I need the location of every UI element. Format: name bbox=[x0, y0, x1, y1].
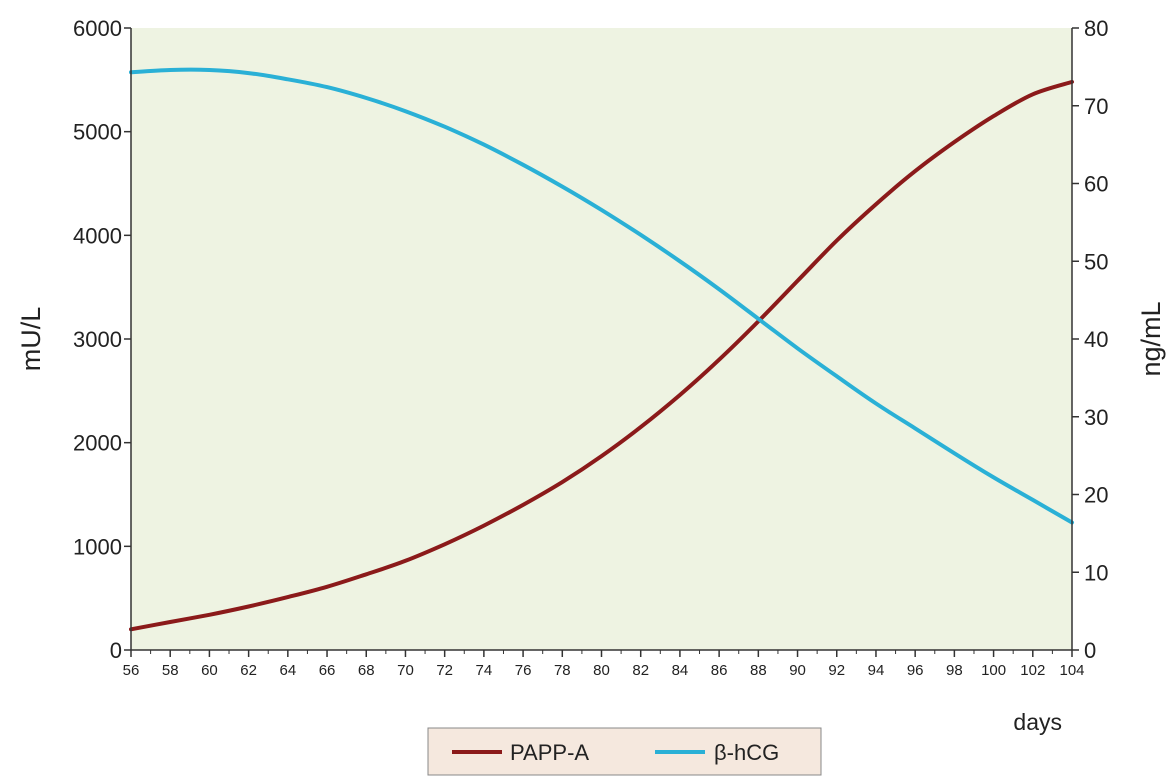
legend-label-papp-a: PAPP-A bbox=[510, 740, 589, 765]
x-tick-label: 90 bbox=[789, 662, 806, 679]
plot-area bbox=[131, 28, 1072, 650]
x-tick-label: 100 bbox=[981, 662, 1006, 679]
y-right-tick-label: 70 bbox=[1084, 94, 1108, 119]
y-right-tick-label: 40 bbox=[1084, 327, 1108, 352]
y-right-tick-label: 10 bbox=[1084, 560, 1108, 585]
x-tick-label: 102 bbox=[1020, 662, 1045, 679]
y-axis-left-title: mU/L bbox=[16, 307, 46, 372]
y-right-tick-label: 50 bbox=[1084, 249, 1108, 274]
x-tick-label: 74 bbox=[476, 662, 493, 679]
x-tick-label: 68 bbox=[358, 662, 375, 679]
x-tick-label: 56 bbox=[123, 662, 140, 679]
y-right-tick-label: 80 bbox=[1084, 16, 1108, 41]
y-right-tick-label: 0 bbox=[1084, 638, 1096, 663]
y-left-tick-label: 4000 bbox=[73, 223, 122, 248]
y-left-tick-label: 2000 bbox=[73, 431, 122, 456]
series-line-papp-a bbox=[129, 79, 1074, 632]
y-left-tick-label: 0 bbox=[110, 638, 122, 663]
x-tick-label: 72 bbox=[436, 662, 453, 679]
y-left-tick-label: 5000 bbox=[73, 120, 122, 145]
series-line-beta-hcg bbox=[129, 67, 1074, 525]
x-tick-label: 80 bbox=[593, 662, 610, 679]
x-tick-label: 58 bbox=[162, 662, 179, 679]
x-tick-label: 92 bbox=[828, 662, 845, 679]
y-left-tick-label: 3000 bbox=[73, 327, 122, 352]
x-tick-label: 84 bbox=[672, 662, 689, 679]
legend-label-beta-hcg: β-hCG bbox=[714, 740, 779, 765]
y-right-tick-label: 20 bbox=[1084, 483, 1108, 508]
x-tick-label: 86 bbox=[711, 662, 728, 679]
y-axis-right-title: ng/mL bbox=[1136, 301, 1166, 376]
x-tick-label: 96 bbox=[907, 662, 924, 679]
ticks-layer: 0 1000 2000 3000 4000 5000 6000 0 10 20 30 40 50 60 70… bbox=[73, 16, 1108, 679]
x-tick-label: 94 bbox=[868, 662, 885, 679]
x-tick-label: 76 bbox=[515, 662, 532, 679]
series-layer bbox=[129, 67, 1074, 632]
x-tick-label: 60 bbox=[201, 662, 218, 679]
x-axis-title: days bbox=[1013, 709, 1062, 735]
x-tick-label: 98 bbox=[946, 662, 963, 679]
x-tick-label: 64 bbox=[279, 662, 296, 679]
y-right-tick-label: 60 bbox=[1084, 172, 1108, 197]
x-tick-label: 88 bbox=[750, 662, 767, 679]
x-tick-label: 62 bbox=[240, 662, 257, 679]
x-tick-label: 82 bbox=[632, 662, 649, 679]
x-tick-label: 70 bbox=[397, 662, 414, 679]
x-tick-label: 78 bbox=[554, 662, 571, 679]
y-left-tick-label: 6000 bbox=[73, 16, 122, 41]
y-right-tick-label: 30 bbox=[1084, 405, 1108, 430]
y-left-tick-label: 1000 bbox=[73, 534, 122, 559]
x-tick-label: 66 bbox=[319, 662, 336, 679]
legend: PAPP-A β-hCG bbox=[427, 727, 822, 776]
x-tick-label: 104 bbox=[1059, 662, 1084, 679]
